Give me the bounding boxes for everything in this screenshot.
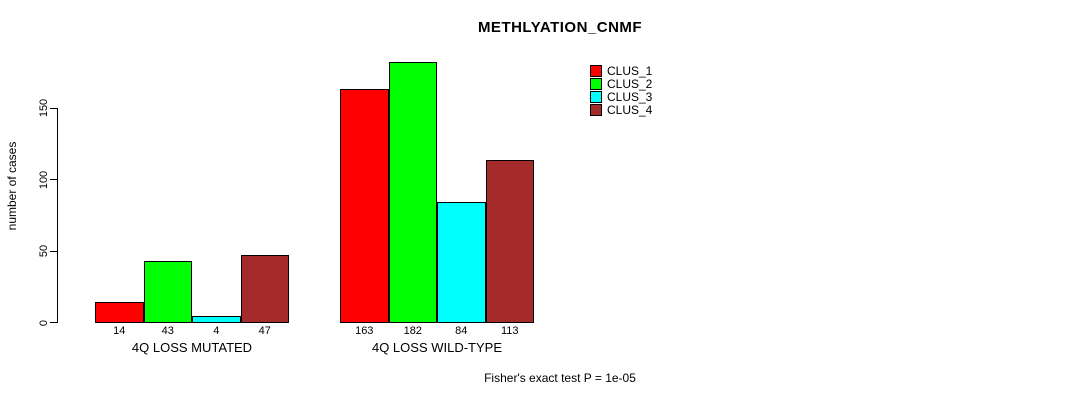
y-tick-label: 100: [38, 170, 50, 189]
y-tick-label: 150: [38, 98, 50, 118]
y-tick-mark: [50, 107, 57, 109]
legend-swatch-icon: [590, 104, 602, 116]
legend: CLUS_1 CLUS_2 CLUS_3 CLUS_4: [590, 64, 653, 117]
y-tick-mark: [50, 250, 57, 252]
legend-label: CLUS_1: [607, 64, 653, 78]
bar-value-label: 113: [500, 325, 519, 337]
bar-value-label: 43: [161, 325, 174, 337]
legend-swatch-icon: [590, 65, 602, 77]
bar-clus_3-group2: [437, 201, 486, 323]
bar-value-label: 182: [403, 325, 422, 337]
bar-clus_3-group1: [192, 316, 241, 323]
bar-clus_2-group2: [388, 61, 437, 323]
bar-value-label: 84: [455, 325, 468, 337]
bar-clus_2-group1: [143, 260, 192, 323]
bar-value-label: 14: [113, 325, 126, 337]
bar-clus_1-group1: [95, 301, 144, 323]
y-tick-mark: [50, 179, 57, 180]
legend-item-clus_2: CLUS_2: [590, 77, 653, 91]
legend-label: CLUS_3: [607, 90, 653, 104]
bar-clus_1-group2: [340, 88, 389, 323]
legend-label: CLUS_4: [607, 103, 653, 117]
y-tick-label: 0: [38, 319, 50, 326]
chart-title: METHLYATION_CNMF: [477, 19, 643, 36]
category-label: 4Q LOSS MUTATED: [131, 340, 253, 355]
y-axis-line: [57, 107, 58, 323]
bar-value-label: 163: [355, 325, 374, 337]
y-tick-mark: [50, 322, 57, 323]
bar-value-label: 4: [213, 325, 220, 337]
y-tick-label: 50: [38, 244, 50, 258]
category-label: 4Q LOSS WILD-TYPE: [371, 340, 503, 355]
legend-item-clus_3: CLUS_3: [590, 90, 653, 104]
legend-item-clus_1: CLUS_1: [590, 64, 653, 78]
legend-item-clus_4: CLUS_4: [590, 103, 653, 117]
bar-clus_4-group2: [485, 160, 534, 323]
annotation-text: Fisher's exact test P = 1e-05: [484, 371, 636, 385]
legend-swatch-icon: [590, 78, 602, 90]
bar-clus_4-group1: [240, 254, 289, 323]
legend-swatch-icon: [590, 91, 602, 103]
legend-label: CLUS_2: [607, 77, 653, 91]
bar-value-label: 47: [258, 325, 271, 337]
